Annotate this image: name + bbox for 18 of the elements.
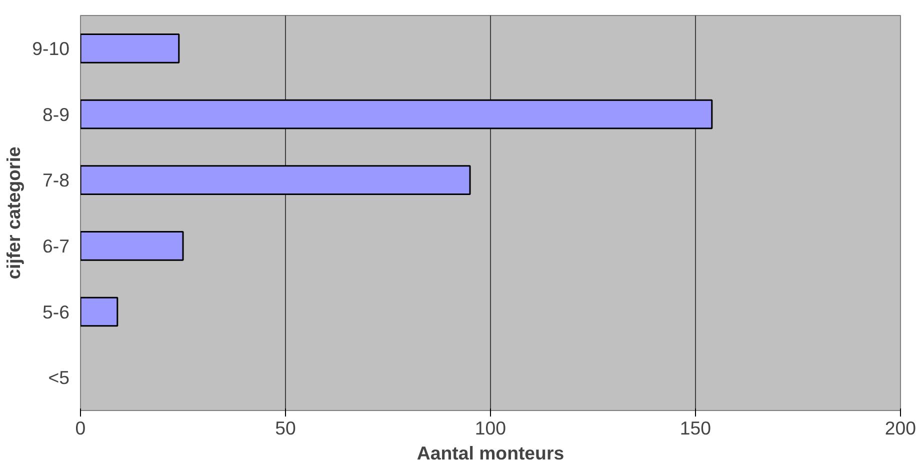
- y-tick-label: 7-8: [42, 170, 70, 191]
- y-tick-label: 5-6: [42, 301, 70, 322]
- x-tick-label: 100: [474, 418, 506, 438]
- y-tick-label: 9-10: [32, 38, 70, 59]
- x-tick-label: 50: [275, 418, 296, 438]
- bar: [80, 296, 118, 327]
- bar: [80, 165, 471, 195]
- x-tick-label: 150: [680, 418, 712, 438]
- x-tick-label: 0: [75, 418, 86, 438]
- y-tick-label: 8-9: [42, 104, 70, 125]
- x-tick-label: 200: [884, 418, 916, 438]
- bar: [80, 231, 184, 261]
- bar: [80, 34, 180, 64]
- x-axis-title: Aantal monteurs: [416, 442, 564, 464]
- bar: [80, 99, 713, 130]
- y-axis-title: cijfer categorie: [3, 146, 24, 280]
- y-tick-label: <5: [48, 367, 70, 388]
- y-tick-label: 6-7: [42, 235, 70, 256]
